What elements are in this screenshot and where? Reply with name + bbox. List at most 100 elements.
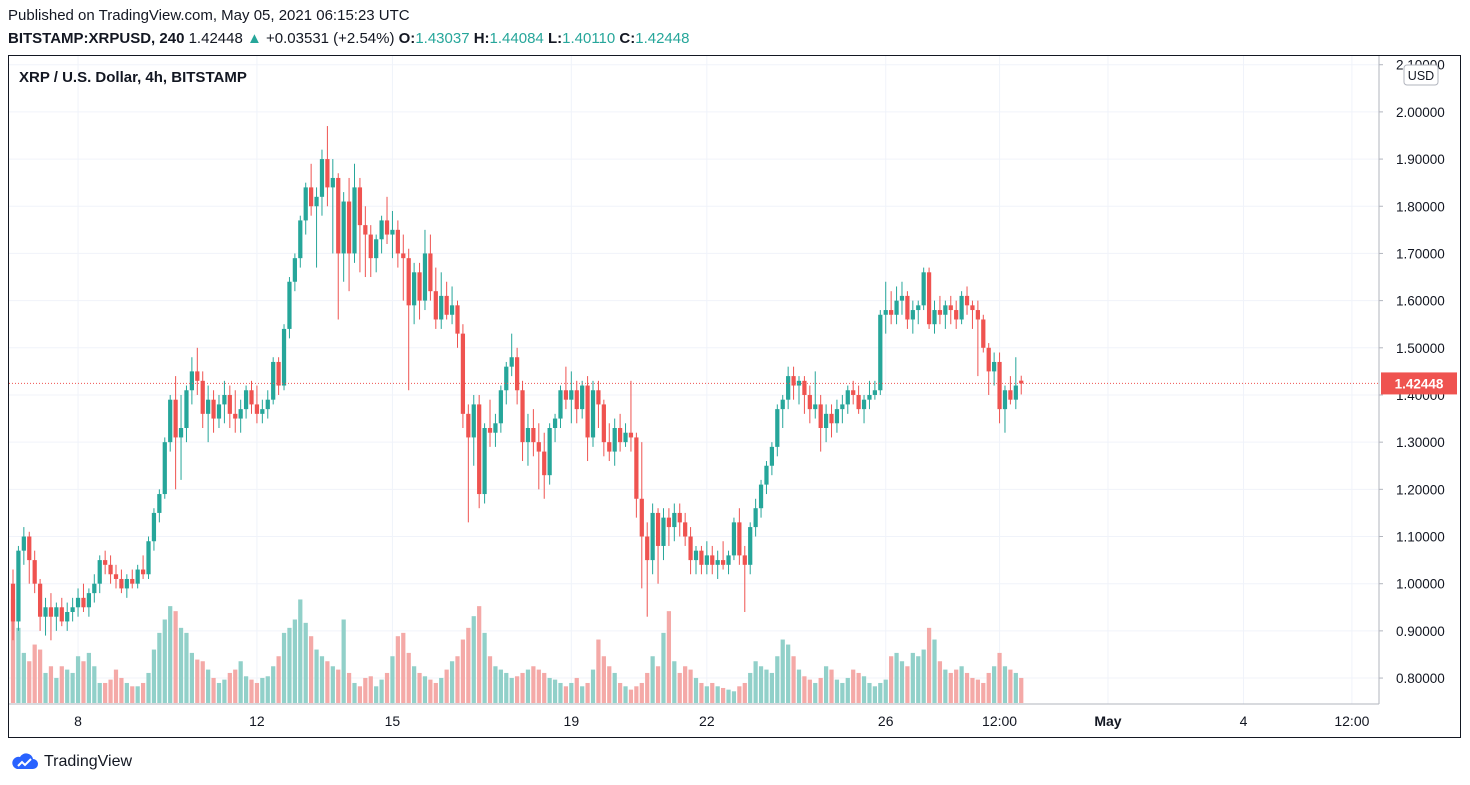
- volume-bar: [791, 656, 796, 703]
- volume-bar: [498, 669, 503, 703]
- candle-body: [780, 399, 785, 410]
- volume-bar: [802, 676, 807, 703]
- volume-bar: [260, 677, 265, 703]
- volume-bar: [878, 682, 883, 703]
- volume-bar: [558, 682, 563, 703]
- volume-bar: [86, 652, 92, 703]
- candle-body: [975, 310, 980, 320]
- candle-body: [433, 291, 438, 320]
- y-tick-label: 1.10000: [1396, 530, 1445, 545]
- candle-body: [601, 404, 606, 443]
- candle-body: [249, 390, 254, 405]
- candle-body: [753, 508, 758, 528]
- volume-bar: [189, 652, 194, 703]
- volume-bar: [834, 679, 840, 703]
- candle-body: [655, 512, 661, 546]
- candle-body: [899, 295, 905, 301]
- candle-body: [281, 328, 287, 386]
- volume-bar: [504, 672, 509, 703]
- volume-bar: [433, 682, 438, 703]
- candle-body: [184, 390, 189, 428]
- volume-bar: [845, 677, 850, 703]
- candle-body: [769, 446, 775, 466]
- candle-body: [764, 465, 769, 485]
- currency-label: USD: [1408, 69, 1434, 83]
- candle-body: [168, 399, 173, 443]
- last-price-badge: [1381, 372, 1457, 395]
- volume-bar: [368, 676, 373, 703]
- candle-body: [867, 394, 872, 400]
- volume-bar: [639, 682, 644, 703]
- candle-body: [314, 196, 319, 207]
- candle-body: [563, 390, 569, 400]
- volume-bar: [330, 666, 335, 703]
- candle-body: [292, 258, 297, 282]
- candle-body: [964, 295, 970, 306]
- candle-body: [623, 432, 628, 443]
- candle-body: [363, 225, 368, 235]
- candle-body: [547, 428, 552, 476]
- candlestick-chart[interactable]: 2.100002.000001.900001.800001.700001.600…: [9, 56, 1460, 737]
- candle-body: [720, 560, 726, 565]
- volume-bar: [731, 691, 737, 703]
- volume-bar: [319, 656, 325, 703]
- volume-bar: [216, 682, 222, 703]
- candle-body: [704, 555, 709, 565]
- volume-bar: [574, 677, 579, 703]
- volume-bar: [872, 686, 877, 703]
- high-label: H:: [473, 30, 490, 47]
- volume-bar: [184, 632, 189, 703]
- volume-bar: [103, 682, 108, 703]
- candle-body: [851, 390, 856, 395]
- volume-bar: [412, 666, 417, 703]
- volume-bar: [439, 677, 444, 703]
- y-tick-label: 1.70000: [1396, 246, 1445, 261]
- volume-bar: [173, 611, 178, 703]
- volume-bar: [168, 606, 173, 703]
- candle-body: [677, 512, 682, 523]
- symbol-ohlc-bar: BITSTAMP:XRPUSD, 240 1.42448 ▲ +0.03531 …: [8, 30, 689, 47]
- y-tick-label: 2.00000: [1396, 105, 1445, 120]
- volume-bar: [769, 672, 775, 703]
- volume-bar: [758, 666, 764, 703]
- high-value: 1.44084: [489, 30, 544, 47]
- volume-bar: [948, 672, 953, 703]
- volume-bar: [883, 679, 888, 703]
- volume-bar: [341, 619, 346, 703]
- volume-bar: [59, 666, 64, 703]
- candle-body: [731, 522, 737, 556]
- candle-body: [634, 437, 639, 499]
- volume-bar: [48, 666, 54, 703]
- volume-bar: [905, 666, 910, 703]
- volume-bar: [617, 682, 623, 703]
- volume-bar: [428, 679, 433, 703]
- volume-bar: [856, 672, 861, 703]
- volume-bar: [303, 622, 308, 703]
- candle-body: [119, 578, 124, 589]
- volume-bar: [336, 669, 341, 703]
- x-tick-label: 8: [74, 713, 82, 729]
- candle-body: [482, 428, 487, 495]
- change-value: +0.03531 (+2.54%): [266, 30, 395, 47]
- footer-brand[interactable]: TradingView: [10, 752, 132, 772]
- volume-bar: [634, 686, 639, 703]
- candle-body: [493, 423, 498, 433]
- volume-bar: [482, 632, 487, 703]
- volume-bar: [422, 676, 428, 703]
- chart-frame[interactable]: 2.100002.000001.900001.800001.700001.600…: [8, 55, 1461, 738]
- volume-bar: [195, 659, 200, 703]
- volume-bar: [889, 656, 894, 703]
- volume-bar: [590, 669, 596, 703]
- candle-body: [412, 272, 417, 306]
- volume-bar: [81, 661, 86, 703]
- volume-bar: [796, 669, 802, 703]
- candle-body: [103, 560, 108, 565]
- volume-bar: [596, 639, 601, 703]
- volume-bar: [943, 669, 948, 703]
- volume-bar: [406, 652, 411, 703]
- y-tick-label: 1.50000: [1396, 341, 1445, 356]
- candle-body: [37, 583, 43, 617]
- candle-body: [16, 550, 21, 622]
- candle-body: [32, 560, 37, 584]
- candle-body: [195, 371, 200, 381]
